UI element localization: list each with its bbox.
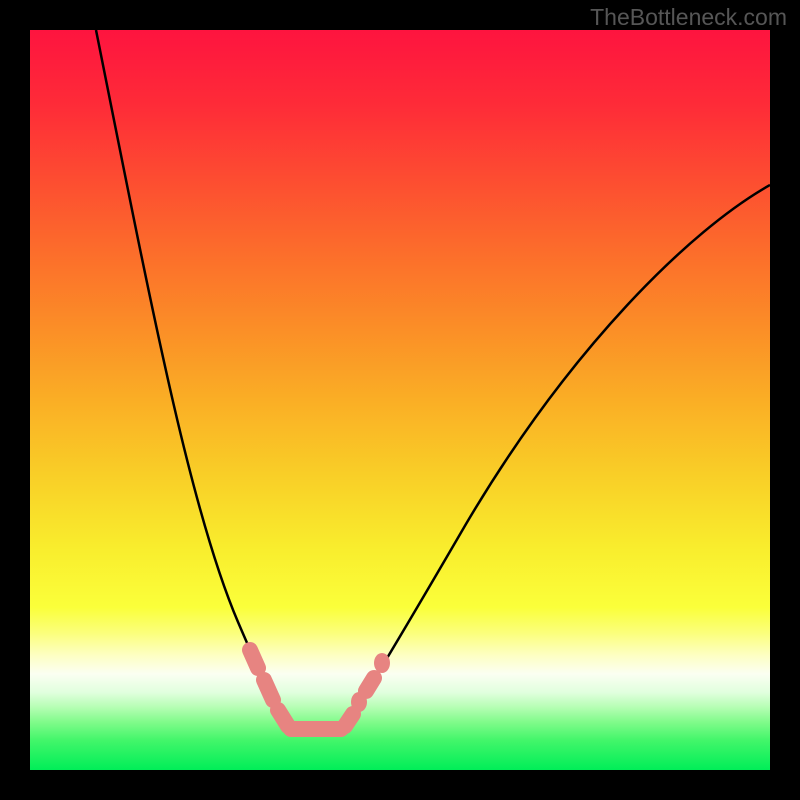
marker	[366, 678, 374, 691]
chart-canvas: TheBottleneck.com	[0, 0, 800, 800]
gradient-rect	[30, 30, 770, 770]
plot-area	[30, 30, 770, 770]
watermark-label: TheBottleneck.com	[590, 4, 787, 31]
marker	[264, 680, 273, 700]
marker	[250, 650, 258, 668]
gradient-background	[30, 30, 770, 770]
marker	[345, 714, 353, 726]
marker	[374, 653, 390, 673]
